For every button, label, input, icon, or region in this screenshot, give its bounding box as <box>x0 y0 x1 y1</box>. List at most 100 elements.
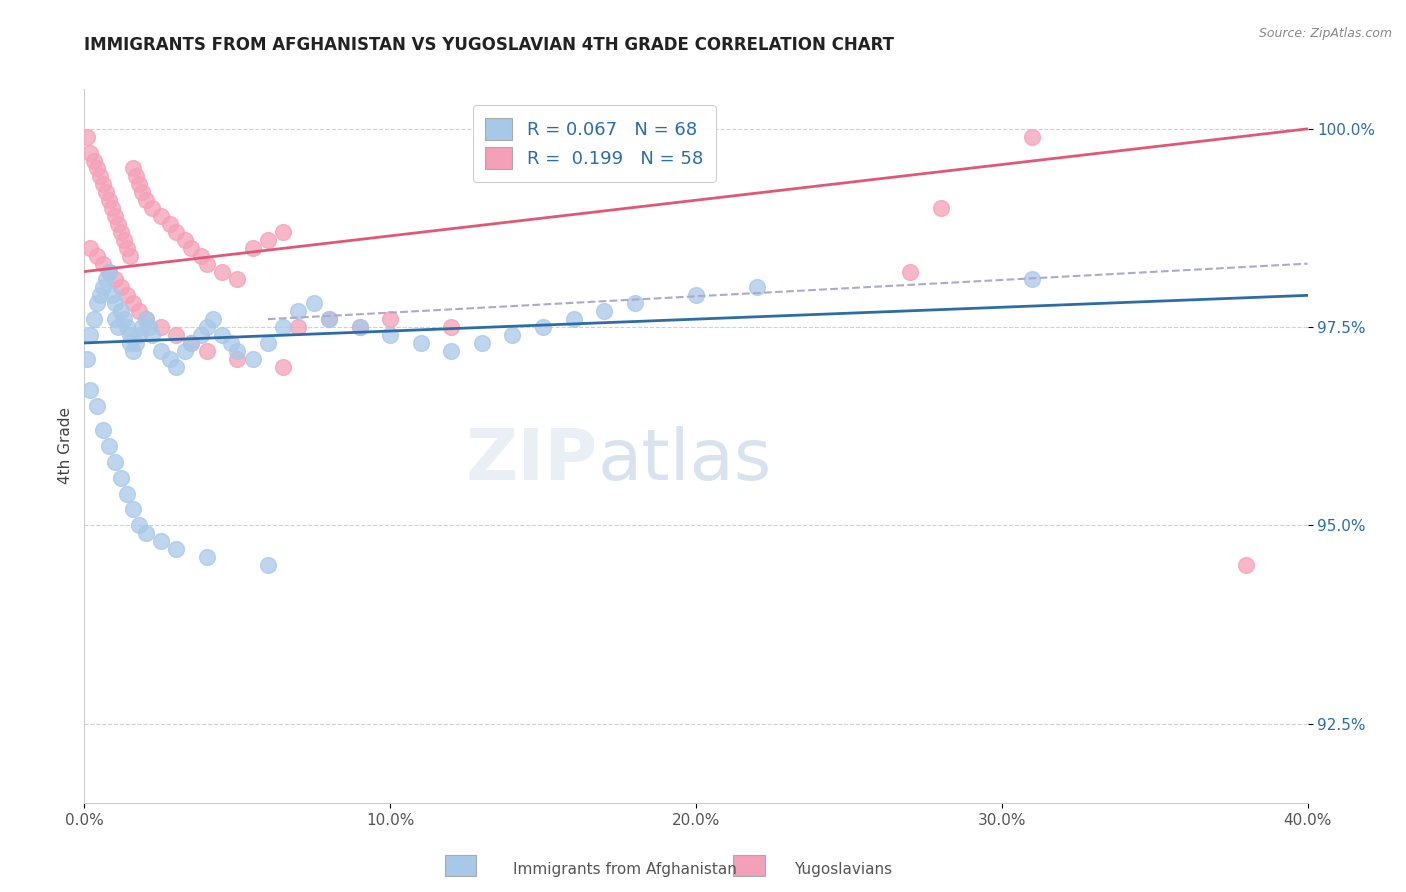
Point <box>271 320 294 334</box>
Point <box>242 351 264 366</box>
Point <box>83 153 105 168</box>
FancyBboxPatch shape <box>444 855 477 876</box>
Point <box>86 400 108 414</box>
Point <box>135 312 157 326</box>
Point <box>101 288 124 302</box>
Point <box>115 288 138 302</box>
Point <box>122 161 145 176</box>
Point <box>1234 558 1257 572</box>
Point <box>409 335 432 350</box>
Point <box>271 225 294 239</box>
FancyBboxPatch shape <box>733 855 765 876</box>
Point <box>83 312 105 326</box>
Point <box>1021 129 1043 144</box>
Point <box>159 217 181 231</box>
Point <box>110 471 132 485</box>
Point <box>149 343 172 358</box>
Point <box>79 145 101 160</box>
Point <box>302 296 325 310</box>
Point <box>107 320 129 334</box>
Point <box>165 328 187 343</box>
Point <box>149 320 172 334</box>
Point <box>195 320 218 334</box>
Point <box>180 335 202 350</box>
Point <box>195 343 218 358</box>
Point <box>131 320 153 334</box>
Point <box>86 249 108 263</box>
Point <box>226 343 249 358</box>
Point <box>86 296 108 310</box>
Point <box>125 335 148 350</box>
Point <box>190 328 212 343</box>
Point <box>174 343 197 358</box>
Point <box>135 312 157 326</box>
Point <box>135 193 157 207</box>
Point <box>128 328 150 343</box>
Point <box>112 312 135 326</box>
Point <box>110 304 132 318</box>
Text: atlas: atlas <box>598 425 772 495</box>
Point <box>502 328 524 343</box>
Point <box>195 549 218 564</box>
Point <box>141 201 163 215</box>
Point <box>79 384 101 398</box>
Point <box>349 320 371 334</box>
Point <box>929 201 952 215</box>
Point <box>257 335 280 350</box>
Text: Yugoslavians: Yugoslavians <box>794 863 893 877</box>
Point <box>257 233 280 247</box>
Point <box>195 257 218 271</box>
Point <box>128 518 150 533</box>
Point <box>159 351 181 366</box>
Point <box>104 312 127 326</box>
Point <box>104 296 127 310</box>
Point <box>149 209 172 223</box>
Point <box>471 335 494 350</box>
Point <box>115 486 138 500</box>
Point <box>287 320 309 334</box>
Point <box>120 335 142 350</box>
Text: ZIP: ZIP <box>465 425 598 495</box>
Point <box>76 129 98 144</box>
Point <box>128 178 150 192</box>
Point <box>104 455 127 469</box>
Point <box>226 351 249 366</box>
Point <box>110 280 132 294</box>
Point <box>165 542 187 557</box>
Point <box>440 320 463 334</box>
Point <box>271 359 294 374</box>
Point <box>97 264 120 278</box>
Point <box>242 241 264 255</box>
Text: Immigrants from Afghanistan: Immigrants from Afghanistan <box>513 863 737 877</box>
Point <box>120 328 142 343</box>
Point <box>86 161 108 176</box>
Point <box>122 502 145 516</box>
Point <box>349 320 371 334</box>
Point <box>94 272 117 286</box>
Point <box>201 312 224 326</box>
Point <box>138 320 160 334</box>
Point <box>97 264 120 278</box>
Point <box>79 328 101 343</box>
Point <box>97 439 120 453</box>
Point <box>120 249 142 263</box>
Point <box>318 312 340 326</box>
Point <box>180 335 202 350</box>
Point <box>122 296 145 310</box>
Point <box>115 241 138 255</box>
Point <box>149 534 172 549</box>
Point <box>112 233 135 247</box>
Point <box>89 288 111 302</box>
Point <box>101 201 124 215</box>
Point <box>91 423 114 437</box>
Point <box>115 320 138 334</box>
Point <box>898 264 921 278</box>
Point <box>624 296 647 310</box>
Point <box>122 343 145 358</box>
Point <box>128 304 150 318</box>
Point <box>135 526 157 541</box>
Point <box>104 272 127 286</box>
Point <box>380 312 402 326</box>
Point <box>318 312 340 326</box>
Y-axis label: 4th Grade: 4th Grade <box>58 408 73 484</box>
